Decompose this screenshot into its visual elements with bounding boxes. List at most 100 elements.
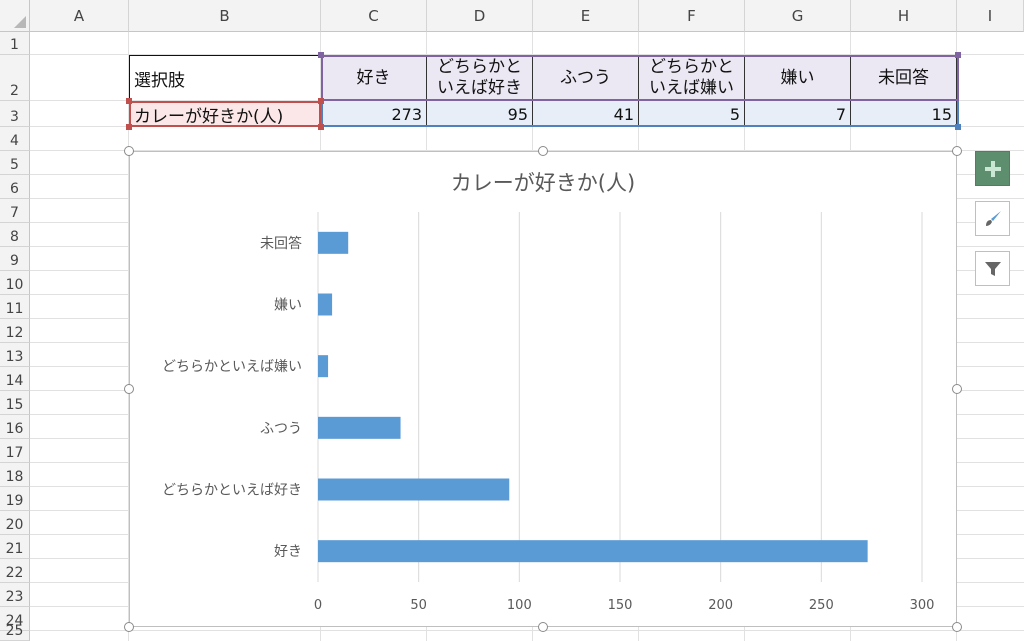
chart-resize-handle[interactable]	[124, 146, 134, 156]
column-header-c[interactable]: C	[321, 0, 427, 32]
row-header-23[interactable]: 23	[0, 583, 30, 607]
x-tick-label: 0	[314, 598, 322, 613]
header-line: いえば嫌い	[649, 78, 734, 98]
chart-resize-handle[interactable]	[538, 622, 548, 632]
chart-resize-handle[interactable]	[952, 622, 962, 632]
header-line: どちらかと	[649, 57, 734, 77]
row-header-15[interactable]: 15	[0, 391, 30, 415]
row-header-9[interactable]: 9	[0, 247, 30, 271]
bar-2[interactable]	[318, 416, 401, 439]
x-tick-label: 150	[608, 598, 633, 613]
range-handle[interactable]	[126, 124, 132, 130]
row-header-21[interactable]: 21	[0, 535, 30, 559]
chart-resize-handle[interactable]	[124, 622, 134, 632]
header-text: 嫌い	[781, 68, 815, 89]
chart-plot: カレーが好きか(人) 好き どちらかといえば好き ふつう どちらかといえば嫌い 嫌い 未回…	[162, 171, 935, 613]
x-tick-label: 100	[507, 598, 532, 613]
row-header-12[interactable]: 12	[0, 319, 30, 343]
header-cell[interactable]: 嫌い	[745, 55, 851, 101]
x-tick-label: 300	[910, 598, 935, 613]
column-header-d[interactable]: D	[427, 0, 533, 32]
row-header-2[interactable]: 2	[0, 55, 30, 101]
row-header-13[interactable]: 13	[0, 343, 30, 367]
category-labels: 好き どちらかといえば好き ふつう どちらかといえば嫌い 嫌い 未回答	[162, 235, 302, 560]
header-cell[interactable]: どちらかと いえば嫌い	[639, 55, 745, 101]
header-line: 嫌い	[780, 67, 815, 88]
column-header-a[interactable]: A	[30, 0, 129, 32]
chart-styles-button[interactable]	[975, 201, 1010, 236]
value-cell[interactable]: 273	[321, 101, 427, 127]
row-header-18[interactable]: 18	[0, 463, 30, 487]
row-header-10[interactable]: 10	[0, 271, 30, 295]
value-cell[interactable]: 7	[745, 101, 851, 127]
bar-5[interactable]	[318, 231, 349, 254]
bar-0[interactable]	[318, 540, 868, 563]
header-line: ふつう	[560, 67, 611, 88]
chart-elements-button[interactable]	[975, 151, 1010, 186]
header-cell[interactable]: ふつう	[533, 55, 639, 101]
range-handle[interactable]	[955, 124, 961, 130]
header-text: 好き	[357, 68, 391, 89]
row-header-20[interactable]: 20	[0, 511, 30, 535]
chart-resize-handle[interactable]	[538, 146, 548, 156]
category-label: 好き	[274, 544, 302, 560]
bar-3[interactable]	[318, 355, 329, 378]
row-header-16[interactable]: 16	[0, 415, 30, 439]
category-label: ふつう	[260, 421, 302, 437]
value-cell[interactable]: 95	[427, 101, 533, 127]
column-header-i[interactable]: I	[957, 0, 1024, 32]
row-header-11[interactable]: 11	[0, 295, 30, 319]
row-header-7[interactable]: 7	[0, 199, 30, 223]
label-header-cell[interactable]: 選択肢	[129, 55, 321, 101]
bar-chart[interactable]: カレーが好きか(人) 好き どちらかといえば好き ふつう どちらかといえば嫌い 嫌い 未回…	[129, 151, 957, 627]
header-line: 好き	[356, 67, 391, 88]
header-cell[interactable]: どちらかと いえば好き	[427, 55, 533, 101]
column-header-b[interactable]: B	[129, 0, 321, 32]
select-all-corner[interactable]	[0, 0, 30, 32]
chart-resize-handle[interactable]	[952, 146, 962, 156]
header-cell[interactable]: 未回答	[851, 55, 957, 101]
row-header-14[interactable]: 14	[0, 367, 30, 391]
column-header-f[interactable]: F	[639, 0, 745, 32]
bar-1[interactable]	[318, 478, 510, 501]
range-handle[interactable]	[318, 98, 324, 104]
category-label: 未回答	[260, 235, 302, 252]
row-header-1[interactable]: 1	[0, 32, 30, 55]
column-header-g[interactable]: G	[745, 0, 851, 32]
row-header-4[interactable]: 4	[0, 127, 30, 151]
range-handle[interactable]	[318, 52, 324, 58]
grid-line	[128, 32, 129, 641]
row-label-cell[interactable]: カレーが好きか(人)	[129, 101, 321, 127]
value-cell[interactable]: 5	[639, 101, 745, 127]
row-header-17[interactable]: 17	[0, 439, 30, 463]
column-header-h[interactable]: H	[851, 0, 957, 32]
row-header-6[interactable]: 6	[0, 175, 30, 199]
header-line: どちらかと	[437, 57, 522, 77]
row-header-19[interactable]: 19	[0, 487, 30, 511]
header-text: どちらかと いえば嫌い	[649, 57, 734, 99]
chart-title[interactable]: カレーが好きか(人)	[451, 171, 635, 195]
plus-icon	[984, 160, 1001, 177]
range-handle[interactable]	[955, 52, 961, 58]
row-header-25[interactable]: 25	[0, 623, 30, 641]
row-header-5[interactable]: 5	[0, 151, 30, 175]
row-header-8[interactable]: 8	[0, 223, 30, 247]
header-cell[interactable]: 好き	[321, 55, 427, 101]
header-line: 未回答	[878, 67, 929, 88]
chart-resize-handle[interactable]	[952, 384, 962, 394]
row-header-24[interactable]: 24	[0, 607, 30, 631]
range-handle[interactable]	[126, 98, 132, 104]
range-handle[interactable]	[318, 124, 324, 130]
chart-filters-button[interactable]	[975, 251, 1010, 286]
bar-4[interactable]	[318, 293, 333, 316]
header-line: いえば好き	[437, 78, 522, 98]
value-cell[interactable]: 15	[851, 101, 957, 127]
category-label: どちらかといえば好き	[162, 483, 302, 499]
header-text: 未回答	[878, 68, 929, 89]
category-label: 嫌い	[274, 298, 302, 314]
column-header-e[interactable]: E	[533, 0, 639, 32]
value-cell[interactable]: 41	[533, 101, 639, 127]
chart-resize-handle[interactable]	[124, 384, 134, 394]
row-header-22[interactable]: 22	[0, 559, 30, 583]
row-header-3[interactable]: 3	[0, 101, 30, 127]
